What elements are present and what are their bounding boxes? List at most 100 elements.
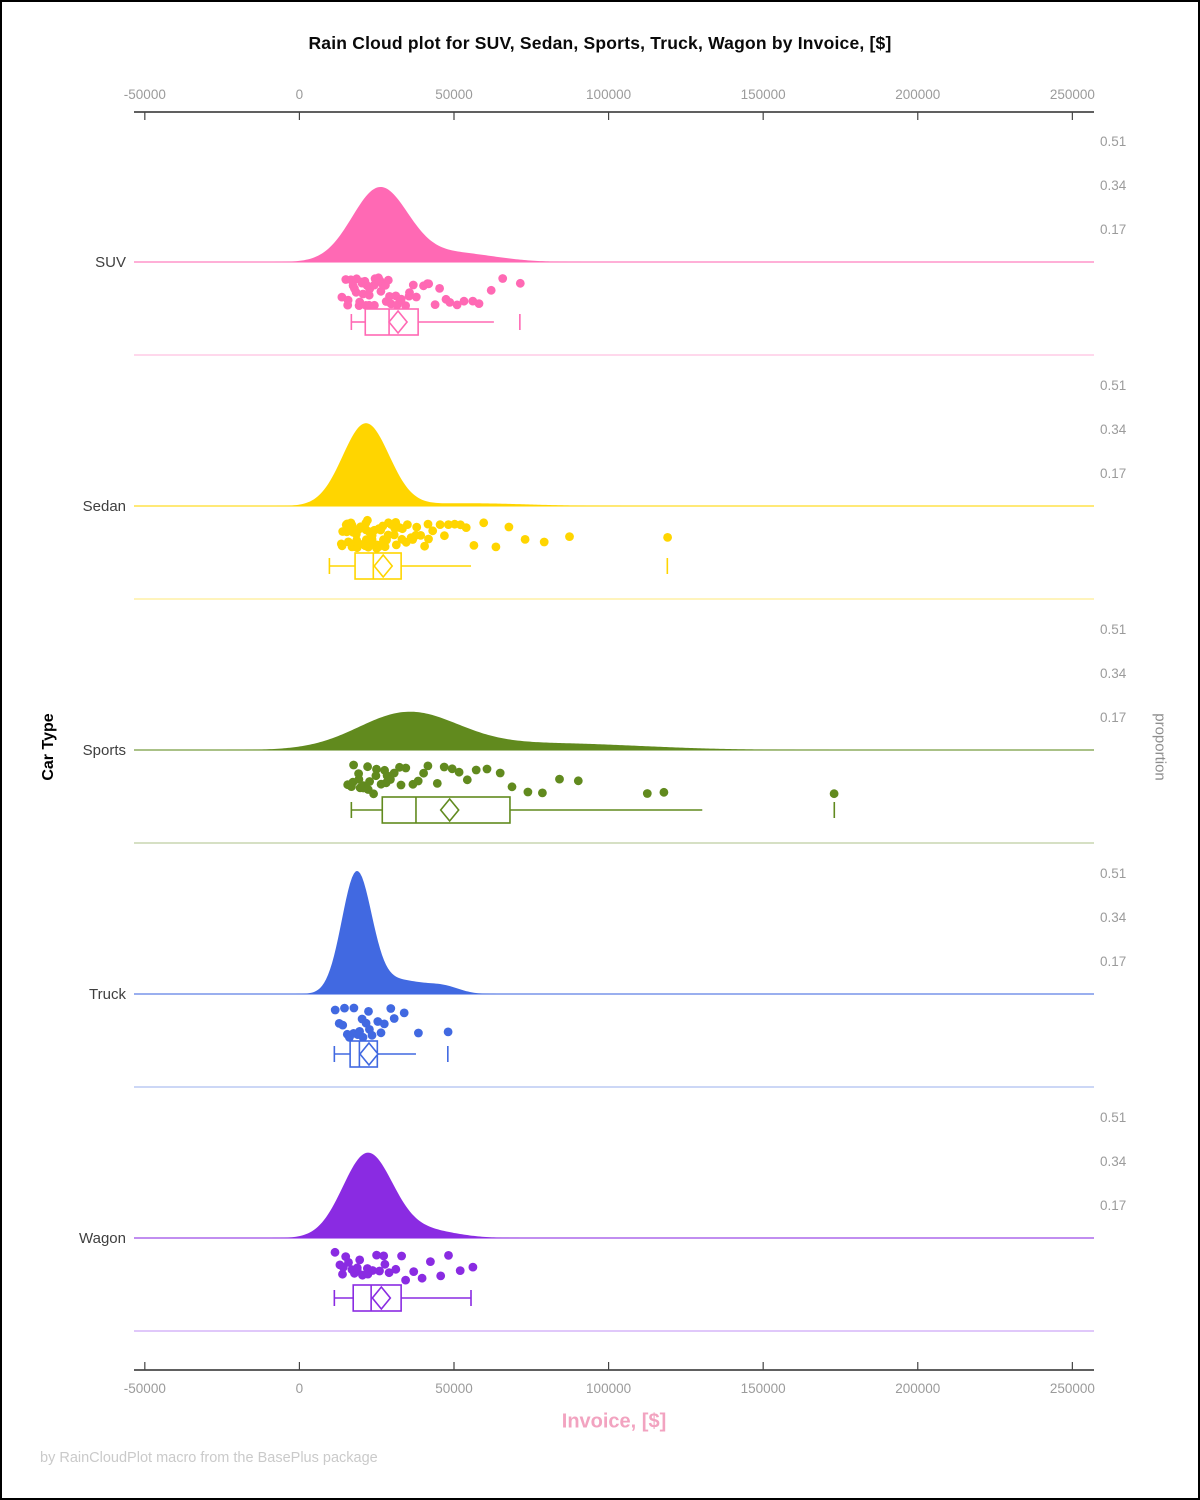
rain-dot-wagon xyxy=(384,1268,394,1278)
rain-dot-wagon xyxy=(455,1266,465,1275)
rain-dot-sports xyxy=(538,788,547,798)
rain-dot-suv xyxy=(498,274,508,283)
rain-dot-truck xyxy=(379,1019,389,1029)
rain-dot-sedan xyxy=(663,533,672,542)
rain-dot-wagon xyxy=(355,1255,365,1265)
category-label-sedan: Sedan xyxy=(83,498,126,515)
rain-dot-wagon xyxy=(375,1266,384,1276)
rain-dot-truck xyxy=(349,1003,359,1013)
rain-dot-truck xyxy=(364,1007,373,1016)
rain-dot-truck xyxy=(443,1027,453,1037)
top-axis-tick-label: 250000 xyxy=(1050,87,1095,102)
rain-dot-truck xyxy=(330,1005,340,1015)
rain-dot-suv xyxy=(435,284,444,293)
rain-dot-sports xyxy=(495,768,505,778)
rain-dot-sedan xyxy=(424,534,433,544)
rain-dot-suv xyxy=(411,292,421,302)
density-curve-sports xyxy=(134,711,1094,750)
mean-diamond xyxy=(358,1041,380,1067)
rain-dot-sedan xyxy=(444,520,453,529)
rain-dot-wagon xyxy=(426,1257,435,1266)
footnote: by RainCloudPlot macro from the BasePlus… xyxy=(40,1450,378,1466)
rain-dot-suv xyxy=(401,301,410,310)
rain-dot-truck xyxy=(376,1028,386,1038)
rain-dot-sedan xyxy=(461,523,471,532)
top-axis-tick-label: 0 xyxy=(296,87,304,102)
rain-dot-truck xyxy=(386,1004,396,1013)
rain-dot-wagon xyxy=(379,1251,389,1261)
proportion-tick-label: 0.51 xyxy=(1100,1110,1126,1125)
rain-dot-suv xyxy=(408,280,418,290)
rain-dot-sedan xyxy=(412,522,422,532)
rain-dot-wagon xyxy=(368,1266,377,1275)
rain-dot-sports xyxy=(371,771,381,781)
proportion-tick-label: 0.34 xyxy=(1100,910,1127,925)
proportion-tick-label: 0.34 xyxy=(1100,666,1127,681)
bottom-axis-tick-label: 50000 xyxy=(435,1381,473,1396)
rain-dot-sports xyxy=(365,777,374,786)
rain-dot-sports xyxy=(439,762,449,772)
proportion-tick-label: 0.51 xyxy=(1100,134,1126,149)
rain-dot-wagon xyxy=(417,1273,427,1283)
rain-dot-truck xyxy=(358,1032,368,1042)
rain-dot-wagon xyxy=(372,1250,381,1260)
rain-dot-truck xyxy=(367,1030,377,1040)
rain-dot-sports xyxy=(413,776,423,786)
mean-diamond xyxy=(371,1285,392,1311)
rain-dot-suv xyxy=(376,286,386,296)
rain-dot-truck xyxy=(340,1003,349,1013)
category-label-sports: Sports xyxy=(83,742,126,759)
top-axis-tick-label: 200000 xyxy=(895,87,940,102)
rain-dot-sports xyxy=(462,775,472,785)
rain-dot-sports xyxy=(396,780,406,790)
rain-dot-suv xyxy=(404,291,414,301)
rain-dot-sedan xyxy=(491,542,501,552)
rain-dot-suv xyxy=(370,300,379,310)
bottom-axis-tick-label: 150000 xyxy=(741,1381,786,1396)
bottom-axis-tick-label: 0 xyxy=(296,1381,304,1396)
rain-dot-wagon xyxy=(380,1259,390,1269)
rain-dot-sports xyxy=(573,776,583,786)
density-curve-sedan xyxy=(134,423,1094,506)
rain-dot-sports xyxy=(369,789,378,799)
rain-dot-sedan xyxy=(479,518,489,528)
rain-dot-suv xyxy=(364,290,374,300)
rain-dot-wagon xyxy=(468,1262,478,1272)
rain-dot-suv xyxy=(396,294,406,304)
rain-dot-sports xyxy=(471,765,481,775)
rain-dot-wagon xyxy=(397,1251,406,1261)
proportion-tick-label: 0.51 xyxy=(1100,378,1126,393)
rain-dot-sedan xyxy=(382,535,391,545)
density-curve-wagon xyxy=(134,1152,1094,1238)
rain-dot-suv xyxy=(350,284,359,293)
rain-dot-sedan xyxy=(420,541,429,551)
proportion-tick-label: 0.17 xyxy=(1100,710,1126,725)
rain-dot-truck xyxy=(389,1014,399,1023)
top-axis-tick-label: 50000 xyxy=(435,87,473,102)
top-axis-tick-label: 150000 xyxy=(741,87,786,102)
rain-dot-sports xyxy=(389,768,399,778)
rain-dot-sports xyxy=(523,787,533,797)
rain-dot-sports xyxy=(363,762,372,772)
rain-dot-sports xyxy=(386,775,395,784)
rain-dot-suv xyxy=(474,299,484,308)
rain-dot-suv xyxy=(383,275,393,285)
rain-dot-sedan xyxy=(539,537,549,547)
rain-dot-sports xyxy=(372,764,381,774)
rain-dot-suv xyxy=(385,292,394,301)
rain-dot-sedan xyxy=(504,522,514,532)
mean-diamond xyxy=(388,309,409,335)
rain-dot-wagon xyxy=(352,1263,362,1273)
rain-dot-suv xyxy=(424,279,434,289)
rain-dot-sports xyxy=(642,789,652,798)
bottom-axis-tick-label: 250000 xyxy=(1050,1381,1095,1396)
rain-dot-wagon xyxy=(338,1269,347,1279)
x-axis-label: Invoice, [$] xyxy=(561,1410,667,1433)
proportion-tick-label: 0.51 xyxy=(1100,866,1126,881)
rain-dot-sedan xyxy=(416,531,426,540)
density-curve-suv xyxy=(134,186,1094,262)
rain-dot-sedan xyxy=(469,541,479,550)
top-axis-tick-label: -50000 xyxy=(124,87,166,102)
rain-dot-sedan xyxy=(380,542,390,552)
rain-dot-truck xyxy=(338,1020,348,1030)
